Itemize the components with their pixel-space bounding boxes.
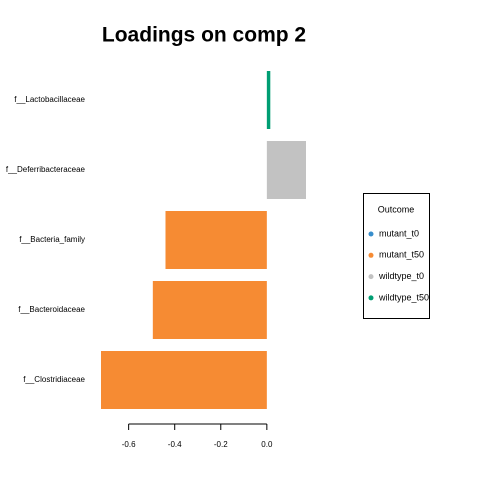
- bar: [266, 141, 306, 199]
- legend-marker: [368, 252, 374, 258]
- y-tick-label: f__Bacteria_family: [19, 235, 85, 244]
- x-tick-label: -0.6: [122, 440, 136, 449]
- bar: [152, 281, 267, 339]
- bar: [266, 71, 271, 129]
- legend-label: wildtype_t50: [378, 292, 429, 302]
- legend-marker: [368, 295, 374, 301]
- y-tick-label: f__Bacteroidaceae: [18, 305, 85, 314]
- x-tick-label: -0.4: [168, 440, 182, 449]
- legend-label: wildtype_t0: [378, 271, 424, 281]
- legend-box: [363, 193, 430, 319]
- bar: [165, 211, 267, 269]
- bar: [101, 351, 267, 409]
- legend-marker: [368, 274, 374, 280]
- legend-label: mutant_t50: [379, 250, 424, 260]
- x-tick-label: 0.0: [261, 440, 273, 449]
- y-tick-label: f__Clostridiaceae: [23, 375, 85, 384]
- y-tick-label: f__Lactobacillaceae: [14, 95, 85, 104]
- legend-label: mutant_t0: [379, 228, 419, 238]
- x-tick-label: -0.2: [214, 440, 228, 449]
- y-tick-label: f__Deferribacteraceae: [6, 165, 86, 174]
- chart-title: Loadings on comp 2: [102, 24, 306, 47]
- legend-title: Outcome: [378, 204, 415, 214]
- legend-marker: [368, 231, 374, 237]
